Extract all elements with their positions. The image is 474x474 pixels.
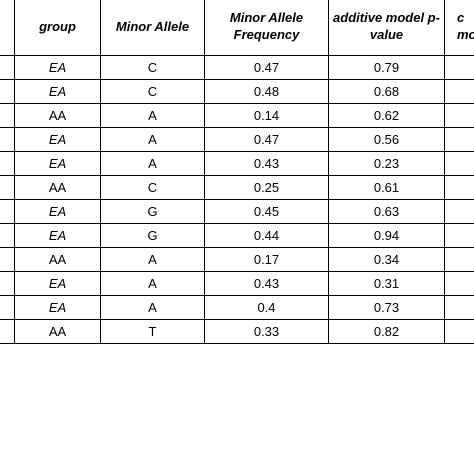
cell-additive-p-value: 0.68	[328, 79, 445, 104]
header-minor-allele: Minor Allele	[100, 0, 205, 56]
cell-cut-right	[444, 103, 474, 128]
table-row: EA A 0.43 0.23	[0, 151, 474, 176]
table-row: EA C 0.48 0.68	[0, 79, 474, 104]
cell-minor-allele: T	[100, 319, 205, 344]
cell-cut-right	[444, 247, 474, 272]
cell-additive-p-value: 0.79	[328, 55, 445, 80]
cell-minor-allele-frequency: 0.4	[204, 295, 329, 320]
cell-minor-allele-frequency: 0.14	[204, 103, 329, 128]
cell-cut-left	[0, 55, 15, 80]
cell-cut-right	[444, 151, 474, 176]
table-row: AA T 0.33 0.82	[0, 319, 474, 344]
table-row: EA G 0.44 0.94	[0, 223, 474, 248]
header-cut-right-text: c mo	[457, 10, 474, 42]
cell-cut-right	[444, 79, 474, 104]
cell-minor-allele: C	[100, 175, 205, 200]
cell-minor-allele-frequency: 0.47	[204, 55, 329, 80]
cell-minor-allele: A	[100, 247, 205, 272]
cell-minor-allele-frequency: 0.48	[204, 79, 329, 104]
cell-group: AA	[14, 103, 101, 128]
association-results-table: group Minor Allele Minor Allele Frequenc…	[0, 0, 474, 344]
table-row: EA G 0.45 0.63	[0, 199, 474, 224]
cell-group: EA	[14, 199, 101, 224]
cell-group: EA	[14, 55, 101, 80]
cell-minor-allele-frequency: 0.33	[204, 319, 329, 344]
cell-group: EA	[14, 151, 101, 176]
cell-group: EA	[14, 271, 101, 296]
cell-minor-allele-frequency: 0.45	[204, 199, 329, 224]
table-row: EA C 0.47 0.79	[0, 55, 474, 80]
cell-group: AA	[14, 175, 101, 200]
cell-group: EA	[14, 127, 101, 152]
cell-cut-right	[444, 199, 474, 224]
cell-minor-allele: A	[100, 151, 205, 176]
cell-minor-allele: G	[100, 223, 205, 248]
cell-minor-allele: A	[100, 295, 205, 320]
cell-minor-allele: A	[100, 127, 205, 152]
cell-additive-p-value: 0.94	[328, 223, 445, 248]
cell-minor-allele-frequency: 0.17	[204, 247, 329, 272]
table-row: AA A 0.17 0.34	[0, 247, 474, 272]
cell-group: EA	[14, 223, 101, 248]
cell-group: EA	[14, 295, 101, 320]
cell-group: AA	[14, 247, 101, 272]
header-cut-left	[0, 0, 15, 56]
cell-cut-left	[0, 271, 15, 296]
table-header-row: group Minor Allele Minor Allele Frequenc…	[0, 0, 474, 56]
cell-minor-allele-frequency: 0.44	[204, 223, 329, 248]
cell-minor-allele: C	[100, 55, 205, 80]
cell-additive-p-value: 0.34	[328, 247, 445, 272]
cell-group: EA	[14, 79, 101, 104]
cell-minor-allele-frequency: 0.47	[204, 127, 329, 152]
cell-minor-allele: A	[100, 103, 205, 128]
cell-cut-left	[0, 151, 15, 176]
cell-minor-allele-frequency: 0.43	[204, 151, 329, 176]
header-cut-right: c mo	[444, 0, 474, 56]
table-row: AA A 0.14 0.62	[0, 103, 474, 128]
cell-cut-right	[444, 55, 474, 80]
cell-minor-allele: C	[100, 79, 205, 104]
cell-additive-p-value: 0.56	[328, 127, 445, 152]
cell-additive-p-value: 0.63	[328, 199, 445, 224]
header-group: group	[14, 0, 101, 56]
cell-additive-p-value: 0.73	[328, 295, 445, 320]
cell-minor-allele: G	[100, 199, 205, 224]
cell-group: AA	[14, 319, 101, 344]
cell-cut-right	[444, 175, 474, 200]
cell-cut-left	[0, 319, 15, 344]
cell-minor-allele-frequency: 0.43	[204, 271, 329, 296]
cell-cut-left	[0, 223, 15, 248]
table-row: EA A 0.4 0.73	[0, 295, 474, 320]
cell-additive-p-value: 0.23	[328, 151, 445, 176]
cell-cut-right	[444, 319, 474, 344]
cell-cut-left	[0, 103, 15, 128]
cell-additive-p-value: 0.62	[328, 103, 445, 128]
cell-cut-left	[0, 175, 15, 200]
cell-cut-right	[444, 295, 474, 320]
table-row: EA A 0.43 0.31	[0, 271, 474, 296]
table-row: EA A 0.47 0.56	[0, 127, 474, 152]
cell-cut-left	[0, 127, 15, 152]
cell-cut-left	[0, 247, 15, 272]
cell-minor-allele-frequency: 0.25	[204, 175, 329, 200]
cell-cut-right	[444, 223, 474, 248]
cell-additive-p-value: 0.31	[328, 271, 445, 296]
cell-cut-left	[0, 79, 15, 104]
cell-cut-left	[0, 199, 15, 224]
header-additive-p-value: additive model p-value	[328, 0, 445, 56]
cell-cut-right	[444, 271, 474, 296]
table-body: EA C 0.47 0.79 EA C 0.48 0.68 AA A 0.14 0.62 EA A 0.47…	[0, 55, 474, 344]
cell-additive-p-value: 0.82	[328, 319, 445, 344]
cell-minor-allele: A	[100, 271, 205, 296]
table-row: AA C 0.25 0.61	[0, 175, 474, 200]
cell-cut-right	[444, 127, 474, 152]
header-minor-allele-frequency: Minor Allele Frequency	[204, 0, 329, 56]
cell-additive-p-value: 0.61	[328, 175, 445, 200]
cell-cut-left	[0, 295, 15, 320]
